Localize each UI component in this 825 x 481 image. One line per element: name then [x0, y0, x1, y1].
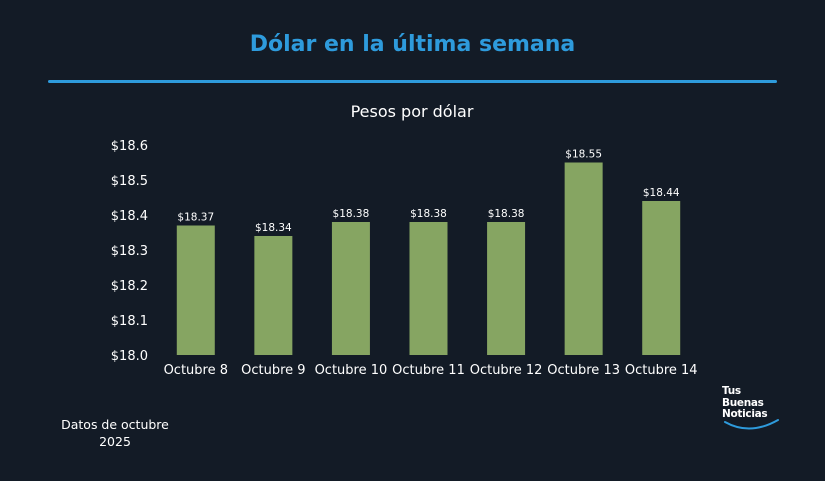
bar: [642, 201, 681, 355]
x-tick-label: Octubre 9: [241, 363, 305, 378]
x-axis: Octubre 8 Octubre 9 Octubre 10 Octubre 11 Oc…: [164, 363, 698, 378]
data-source-note: Datos de octubre 2025: [50, 416, 180, 450]
bar-value-label: $18.34: [255, 222, 292, 234]
page-title: Dólar en la última semana: [249, 32, 576, 57]
logo-line-3: Noticias: [722, 408, 768, 420]
y-tick-label: $18.2: [111, 279, 148, 294]
x-tick-label: Octubre 13: [547, 363, 620, 378]
bar: [176, 225, 215, 355]
x-tick-label: Octubre 14: [625, 363, 698, 378]
y-axis: $18.0 $18.1 $18.2 $18.3 $18.4 $18.5 $18.6: [111, 139, 148, 364]
logo-line-2: Buenas: [722, 396, 764, 409]
bar-value-label: $18.55: [565, 149, 602, 161]
logo-smile-icon: [724, 419, 779, 430]
logo-line-1: Tus: [722, 385, 741, 397]
x-tick-label: Octubre 12: [470, 363, 543, 378]
tus-buenas-noticias-logo: Tus Buenas Noticias: [722, 385, 782, 436]
bar-value-label: $18.38: [410, 208, 447, 220]
bar-value-label: $18.38: [488, 208, 525, 220]
x-tick-label: Octubre 10: [315, 363, 388, 378]
bar-value-label: $18.38: [333, 208, 370, 220]
bar-value-label: $18.37: [177, 212, 214, 224]
bars: $18.37 $18.34 $18.38 $18.38 $18.38 $18.55 $18.…: [176, 149, 681, 355]
bar: [487, 222, 526, 355]
y-tick-label: $18.5: [111, 174, 148, 189]
x-tick-label: Octubre 8: [164, 363, 228, 378]
chart-subtitle: Pesos por dólar: [351, 102, 474, 121]
y-tick-label: $18.4: [111, 209, 148, 224]
data-source-line-1: Datos de octubre: [61, 417, 169, 432]
bar: [331, 222, 370, 355]
bar: [254, 236, 293, 355]
y-tick-label: $18.6: [111, 139, 148, 154]
title-divider: [48, 80, 777, 83]
bar: [564, 162, 603, 355]
y-tick-label: $18.3: [111, 244, 148, 259]
bar-value-label: $18.44: [643, 187, 680, 199]
y-tick-label: $18.0: [111, 349, 148, 364]
y-tick-label: $18.1: [111, 314, 148, 329]
bar: [409, 222, 448, 355]
x-tick-label: Octubre 11: [392, 363, 465, 378]
data-source-line-2: 2025: [99, 434, 131, 449]
